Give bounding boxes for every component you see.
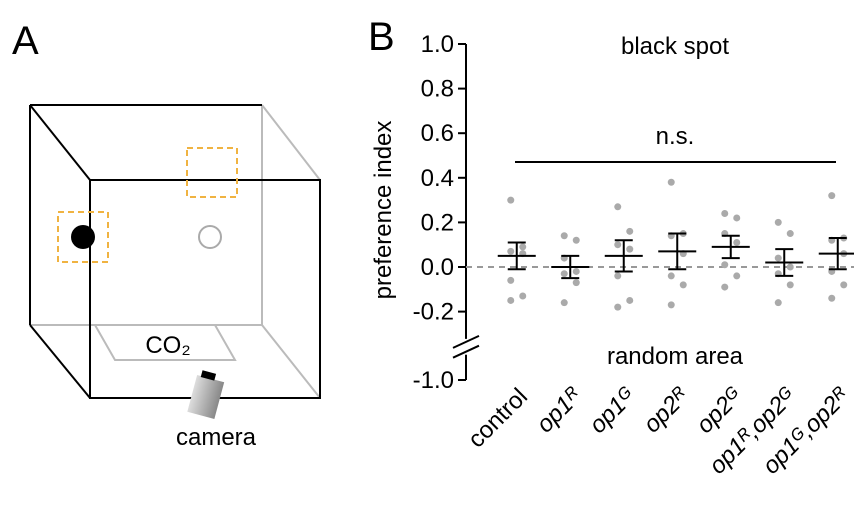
panel-label: B (368, 15, 395, 59)
bottom-label: random area (607, 343, 744, 370)
data-point (614, 303, 622, 311)
data-point (667, 272, 675, 280)
axis-break (452, 344, 480, 359)
x-tick-label: op1ᴿ (531, 382, 587, 438)
data-point (560, 299, 568, 307)
chart-title: black spot (621, 33, 729, 60)
data-point (572, 279, 580, 287)
roi-box (57, 211, 109, 263)
data-point (721, 209, 729, 217)
data-point (626, 296, 634, 304)
y-tick-label: 1.0 (421, 31, 454, 58)
data-point (560, 232, 568, 240)
data-point (840, 281, 848, 289)
data-point (786, 281, 794, 289)
data-point (733, 272, 741, 280)
camera-label: camera (176, 424, 257, 451)
y-axis-label: preference index (370, 121, 397, 300)
panel-a: A CO₂ camera (12, 19, 321, 451)
data-point (667, 178, 675, 186)
data-point (721, 283, 729, 291)
black-spot (71, 225, 95, 249)
roi-box (186, 147, 238, 198)
data-point (786, 230, 794, 238)
data-point (721, 261, 729, 269)
data-point (786, 263, 794, 271)
data-point (733, 214, 741, 222)
y-tick-label: -1.0 (413, 367, 454, 394)
data-point (774, 299, 782, 307)
data-point (519, 243, 527, 251)
panel-label: A (12, 19, 39, 63)
x-tick-label: op1ᴳ (584, 382, 641, 439)
data-point (519, 292, 527, 300)
data-point (560, 270, 568, 278)
data-point (733, 238, 741, 246)
data-point (572, 267, 580, 275)
data-point (774, 254, 782, 262)
co2-label: CO₂ (145, 332, 190, 359)
y-tick-label: 0.6 (421, 120, 454, 147)
data-point (828, 294, 836, 302)
y-tick-label: 0.4 (421, 165, 454, 192)
y-tick-label: 0.0 (421, 254, 454, 281)
axis-break (452, 334, 480, 349)
data-point (774, 218, 782, 226)
data-point (507, 196, 515, 204)
data-point (626, 227, 634, 235)
x-tick-label: control (463, 383, 533, 453)
data-point (572, 236, 580, 244)
data-point (507, 276, 515, 284)
y-tick-label: 0.2 (421, 209, 454, 236)
y-tick-label: -0.2 (413, 299, 454, 326)
panel-b: B black spot n.s. random area preference… (368, 15, 854, 480)
data-point (667, 301, 675, 309)
camera-icon (187, 370, 225, 419)
data-point (614, 272, 622, 280)
cube-back-edges (30, 104, 321, 399)
data-point (507, 296, 515, 304)
annotation: n.s. (656, 123, 695, 150)
data-point (614, 241, 622, 249)
random-spot (198, 225, 222, 249)
data-point (679, 281, 687, 289)
data-point (626, 245, 634, 253)
y-tick-label: 0.8 (421, 76, 454, 103)
x-tick-label: op2ᴿ (638, 382, 694, 438)
data-point (614, 203, 622, 211)
data-point (507, 247, 515, 255)
data-point (828, 192, 836, 200)
